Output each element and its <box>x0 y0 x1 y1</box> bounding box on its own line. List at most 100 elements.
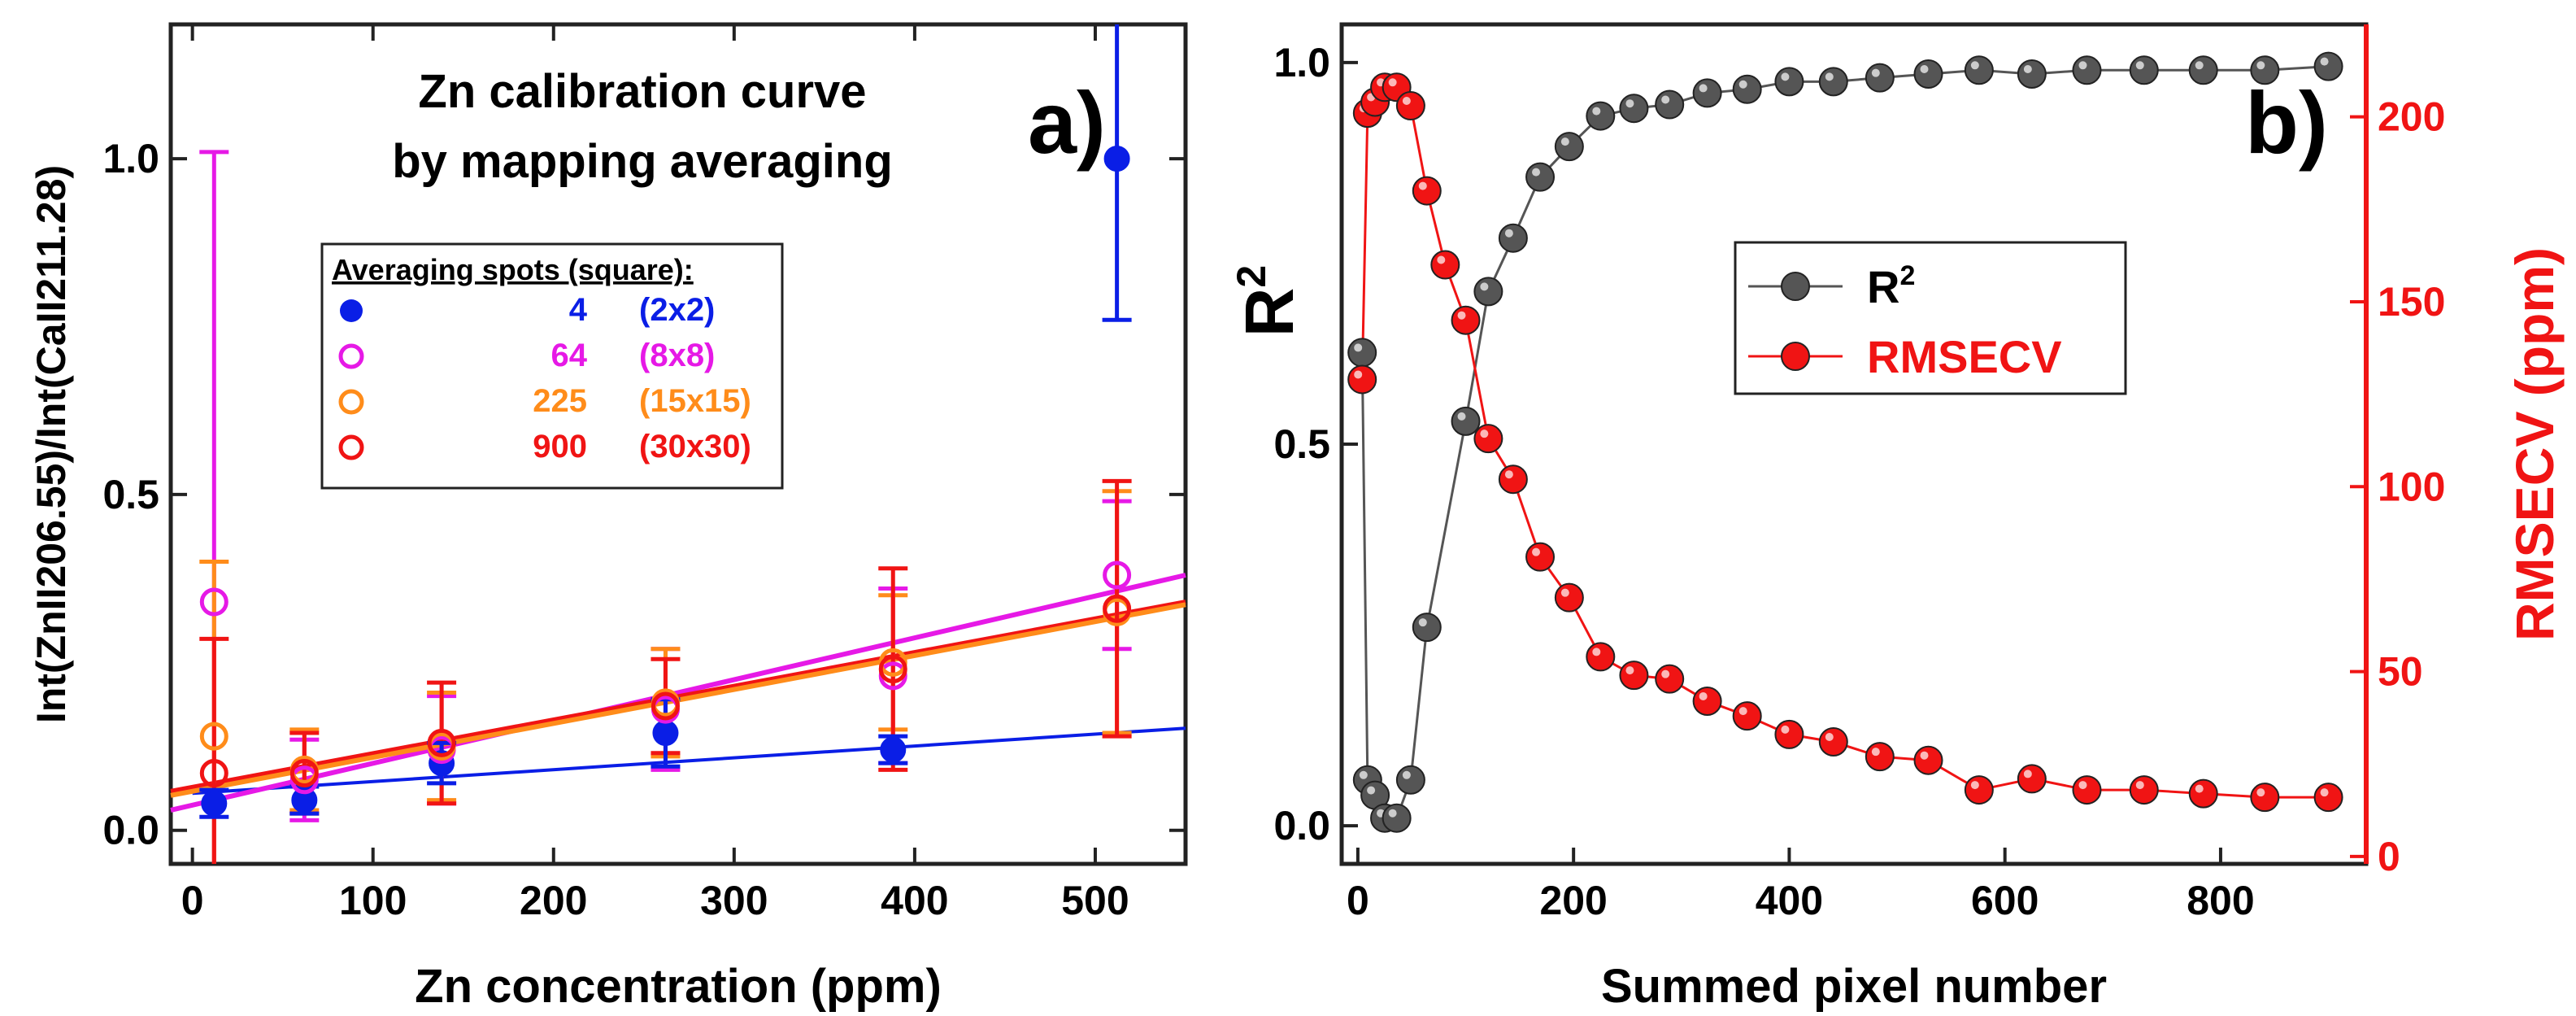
point-highlight <box>1699 691 1708 700</box>
point-highlight <box>1699 84 1708 93</box>
point-highlight <box>2320 57 2329 66</box>
data-point <box>1865 742 1895 772</box>
data-point <box>2129 55 2159 85</box>
data-point <box>1732 701 1762 731</box>
data-point <box>1395 765 1425 795</box>
y-tick-label: 1.0 <box>102 136 159 181</box>
point-highlight <box>2135 781 2144 790</box>
data-point <box>1586 642 1616 672</box>
data-point <box>427 728 456 757</box>
data-point <box>1554 582 1584 613</box>
data-point <box>2250 783 2280 813</box>
data-point <box>1347 338 1377 368</box>
panel-b-lines <box>1360 65 2329 820</box>
data-point <box>2129 775 2159 805</box>
point-highlight <box>1661 95 1670 104</box>
left-tick-label: 0.5 <box>1273 421 1330 467</box>
data-point <box>651 691 680 721</box>
legend-sup: 2 <box>1899 260 1915 291</box>
panel-b-left-ticks: 0.0 0.5 1.0 <box>1273 40 1358 848</box>
x-tick-label: 200 <box>520 878 587 923</box>
point-highlight <box>2256 788 2265 797</box>
data-point <box>880 736 907 763</box>
data-point <box>1774 67 1804 97</box>
data-point <box>1586 101 1616 131</box>
point-highlight <box>1388 809 1397 818</box>
legend-rows: 4 (2x2) 64 (8x8) 225 (15x15) 900 (30x30) <box>338 292 751 464</box>
panel-a-x-axis-label: Zn concentration (ppm) <box>415 960 942 1012</box>
panel-b-x-ticks: 0 200 400 600 800 <box>1347 848 2255 923</box>
legend-size: (8x8) <box>639 338 715 373</box>
fit-line <box>170 573 1186 813</box>
point-highlight <box>1970 781 1979 790</box>
data-point <box>1451 406 1481 436</box>
point-highlight <box>1418 618 1427 627</box>
data-point <box>2188 778 2218 809</box>
plot-a-frame <box>168 22 1188 866</box>
data-point <box>1692 686 1722 716</box>
data-point <box>1412 613 1442 643</box>
panel-a-y-ticks: 0.0 0.5 1.0 <box>102 136 1186 853</box>
panel-a-subtitle: by mapping averaging <box>392 135 893 188</box>
panel-b-label: b) <box>2245 73 2328 172</box>
legend-marker <box>1781 342 1810 371</box>
point-highlight <box>2195 61 2204 70</box>
x-tick-label: 0 <box>181 878 204 923</box>
point-highlight <box>1532 547 1541 556</box>
left-tick-label: 0.0 <box>1273 803 1330 848</box>
data-point <box>1913 745 1943 775</box>
point-highlight <box>1480 282 1489 291</box>
data-point <box>2313 783 2343 813</box>
legend-marker <box>1781 272 1810 301</box>
point-highlight <box>1457 311 1466 320</box>
x-tick-label: 200 <box>1539 878 1607 923</box>
point-highlight <box>1625 99 1634 108</box>
panel-b-right-axis-label: RMSECV (ppm) <box>2504 247 2565 641</box>
data-point <box>1619 94 1649 124</box>
point-highlight <box>1781 72 1790 81</box>
data-point <box>1525 542 1556 572</box>
data-point <box>1430 250 1460 280</box>
data-point <box>291 787 318 813</box>
point-highlight <box>1457 412 1466 421</box>
data-point <box>1964 55 1994 85</box>
point-highlight <box>1920 751 1929 760</box>
panel-a-legend: Averaging spots (square): 4 (2x2) 64 (8x8) 2… <box>320 242 784 490</box>
point-highlight <box>1560 137 1569 146</box>
point-highlight <box>1825 732 1834 741</box>
legend-marker <box>338 389 364 415</box>
data-point <box>199 722 228 751</box>
point-highlight <box>1592 107 1601 116</box>
panel-a: 0 100 200 300 400 500 0.0 0.5 1.0 Zn calibratio… <box>28 22 1188 1013</box>
x-tick-label: 400 <box>1756 878 1823 923</box>
data-point <box>199 759 228 788</box>
legend-label: 64 <box>551 338 588 373</box>
point-highlight <box>1920 64 1929 73</box>
data-point <box>1619 661 1649 691</box>
fit-line <box>192 726 1186 796</box>
legend-size: (15x15) <box>639 383 751 419</box>
legend-label: 225 <box>533 383 587 419</box>
data-point <box>1692 78 1722 108</box>
left-axis-label-sup: 2 <box>1229 265 1274 288</box>
point-highlight <box>1418 181 1427 190</box>
legend-title: Averaging spots (square): <box>332 253 694 286</box>
data-point <box>1473 424 1503 454</box>
data-point <box>199 587 228 617</box>
x-tick-label: 800 <box>2187 878 2254 923</box>
data-point <box>1498 223 1528 253</box>
data-point <box>1395 91 1425 121</box>
data-point <box>1473 277 1503 307</box>
data-point <box>1818 726 1848 757</box>
data-point <box>2017 59 2047 89</box>
data-point <box>1865 63 1895 93</box>
point-highlight <box>1781 725 1790 734</box>
y-tick-label: 0.0 <box>102 808 159 853</box>
data-point <box>1818 67 1848 97</box>
data-point <box>1103 594 1132 623</box>
panel-b-right-ticks: 0 50 100 150 200 <box>2350 24 2445 879</box>
data-point <box>2072 55 2102 85</box>
